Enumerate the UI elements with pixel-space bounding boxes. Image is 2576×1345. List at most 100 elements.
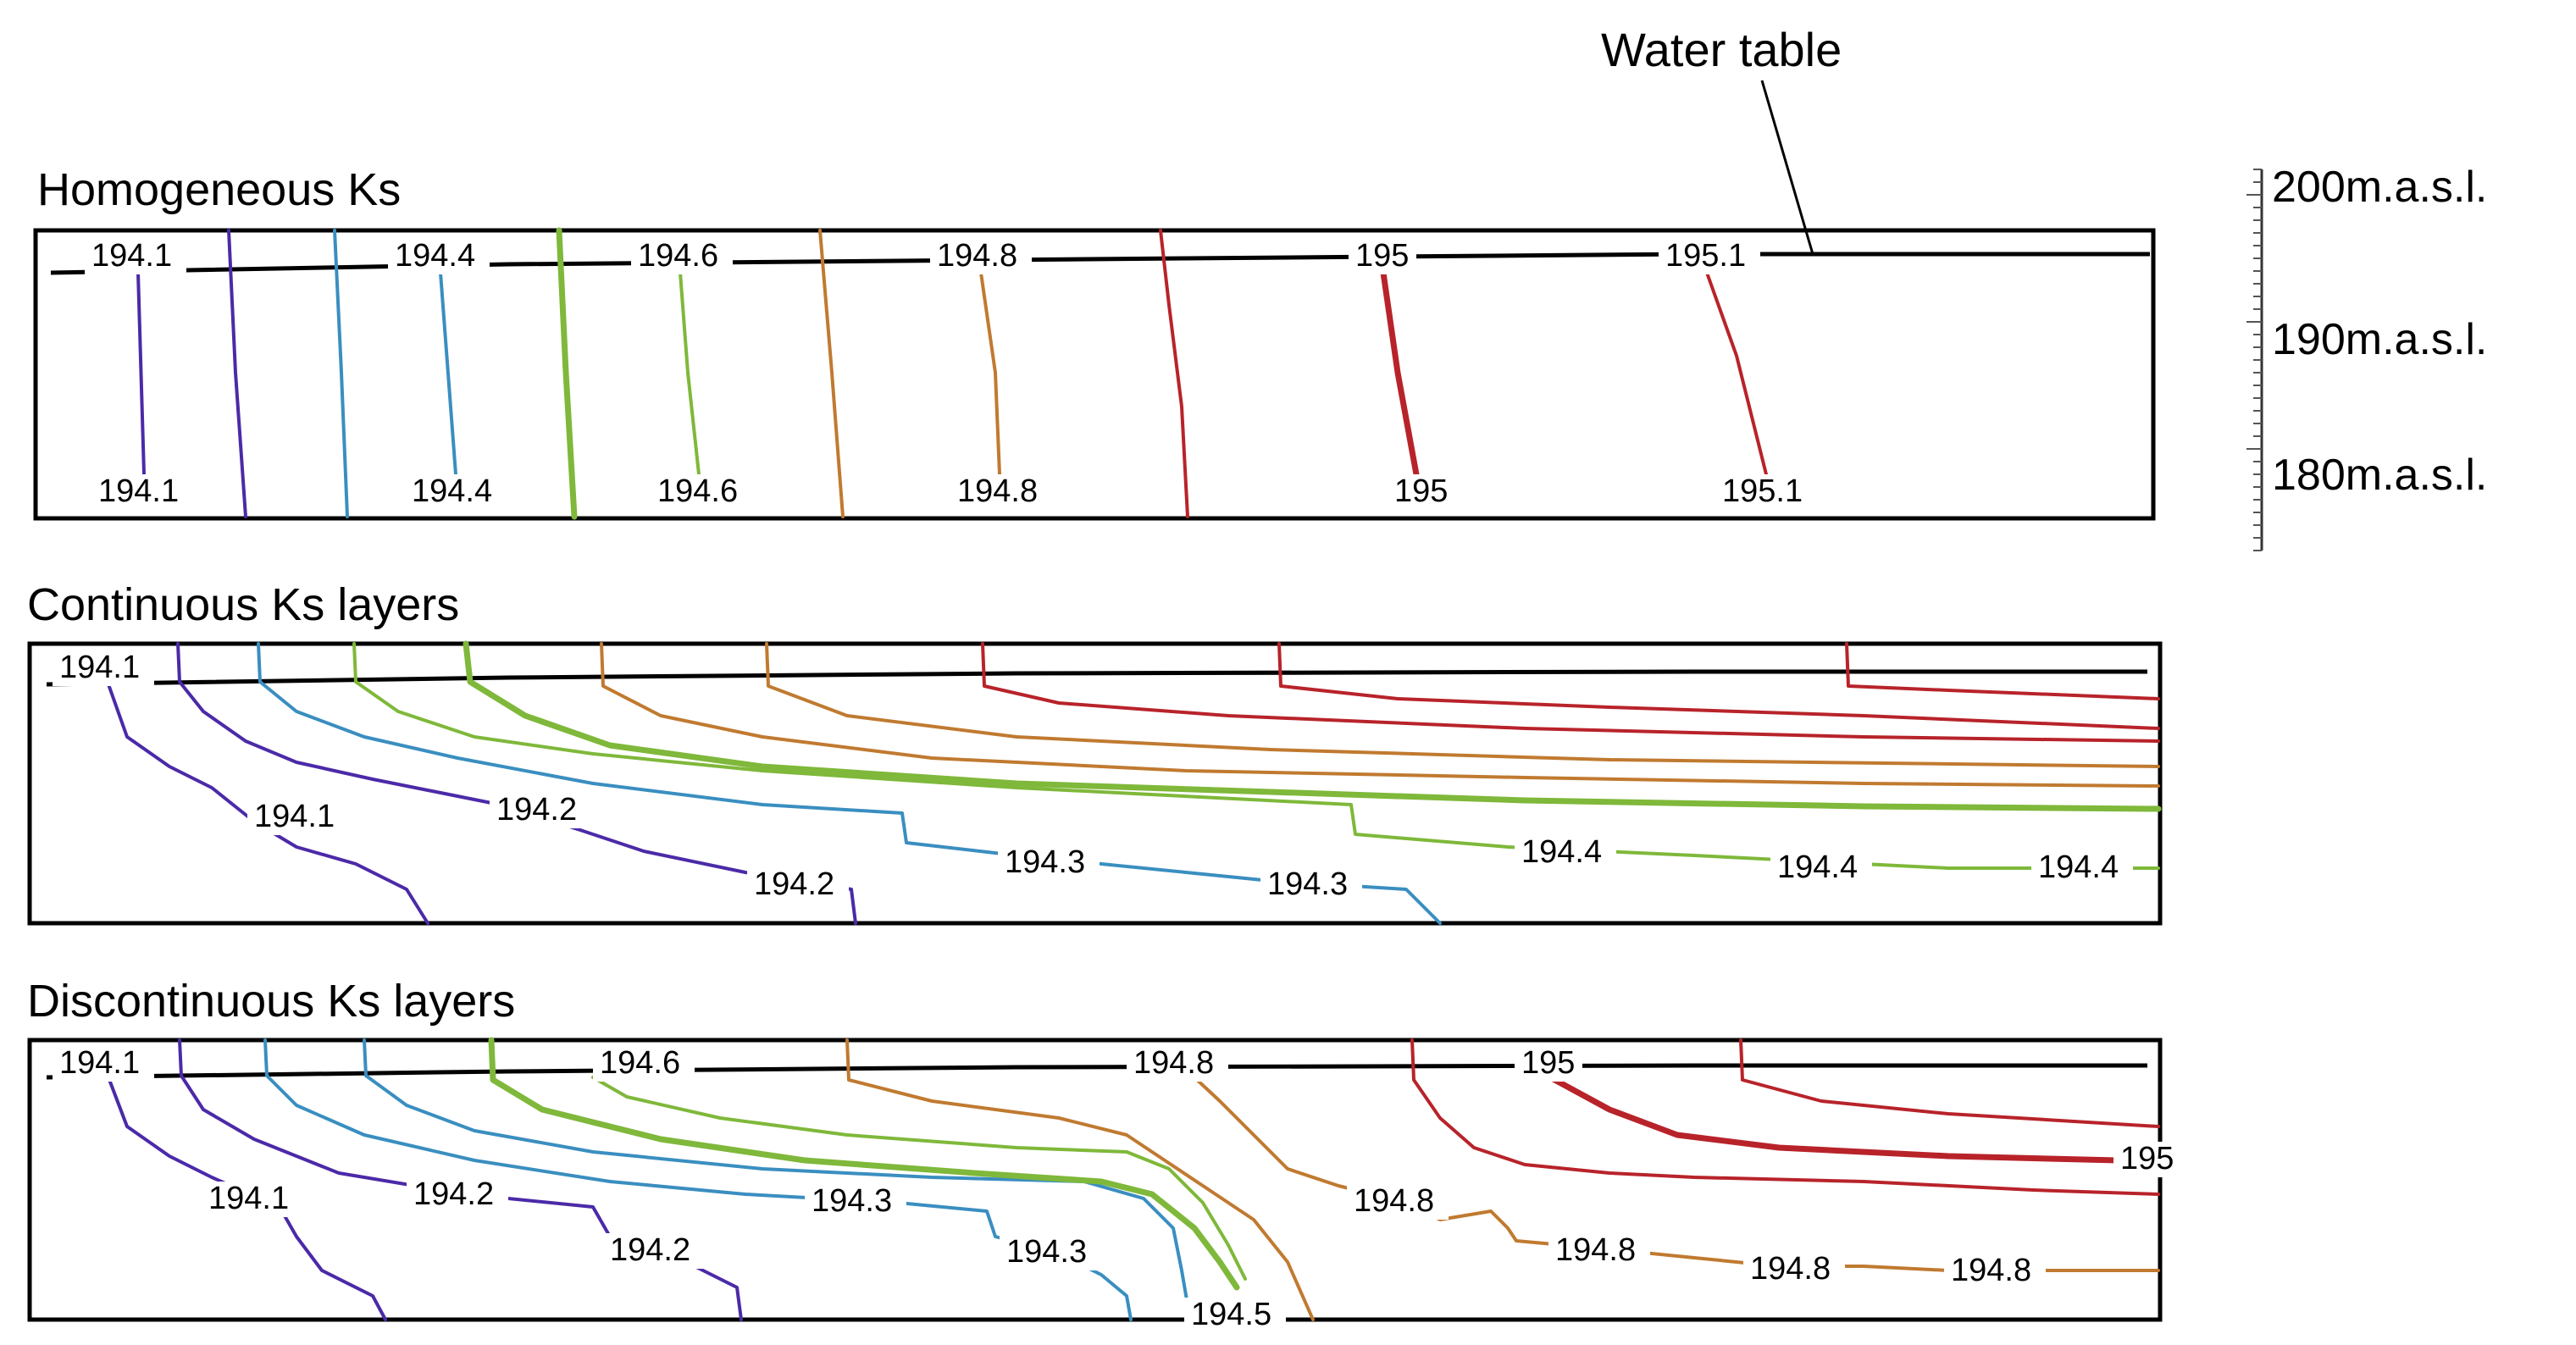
svg-text:194.3: 194.3 xyxy=(1006,1234,1087,1270)
svg-text:194.3: 194.3 xyxy=(1267,866,1348,902)
isoline-194.5 xyxy=(556,227,578,520)
isoline-194.6 xyxy=(600,642,2160,788)
svg-text:194.1: 194.1 xyxy=(208,1181,289,1216)
isoline-194.3 xyxy=(257,642,1442,925)
contour-label: 194.6 xyxy=(631,238,733,274)
contour-label: 194.1 xyxy=(202,1181,303,1217)
isoline-194.5 xyxy=(463,640,2162,812)
contour-label: 194.8 xyxy=(950,473,1052,510)
isoline-194.9 xyxy=(1159,229,1189,518)
contour-label: 194.8 xyxy=(930,238,1032,274)
contour-label: 194.4 xyxy=(2031,850,2133,886)
contour-label: 194.2 xyxy=(747,866,849,903)
contour-label: 195 xyxy=(1349,238,1416,274)
contour-label: 194.4 xyxy=(388,238,490,274)
svg-text:194.4: 194.4 xyxy=(1521,834,1602,870)
contour-label: 194.1 xyxy=(53,1045,154,1082)
svg-text:194.2: 194.2 xyxy=(496,792,577,827)
panel-title: Continuous Ks layers xyxy=(27,579,459,630)
contour-label: 194.4 xyxy=(1770,850,1872,886)
isoline-195.1 xyxy=(1705,271,1768,476)
contour-label: 194.2 xyxy=(490,792,591,828)
svg-text:194.2: 194.2 xyxy=(610,1232,690,1268)
isoline-195 xyxy=(1845,642,2160,700)
contour-label: 194.2 xyxy=(407,1176,508,1213)
isoline-194.7 xyxy=(845,1038,1315,1321)
svg-text:194.8: 194.8 xyxy=(957,473,1038,509)
svg-text:194.5: 194.5 xyxy=(1191,1297,1271,1332)
svg-text:195: 195 xyxy=(2120,1141,2174,1176)
contour-label: 194.3 xyxy=(1000,1234,1101,1270)
isoline-194.3 xyxy=(333,229,349,518)
svg-text:194.1: 194.1 xyxy=(91,238,172,274)
panel-title: Discontinuous Ks layers xyxy=(27,976,515,1027)
svg-text:194.8: 194.8 xyxy=(1555,1232,1636,1268)
svg-text:194.6: 194.6 xyxy=(657,473,738,509)
contour-label: 194.1 xyxy=(85,238,186,274)
contour-label: 194.8 xyxy=(1743,1251,1845,1287)
svg-text:194.3: 194.3 xyxy=(1005,844,1085,880)
contour-label: 195.1 xyxy=(1659,238,1760,274)
panel-frame xyxy=(33,228,2156,521)
contour-label: 194.2 xyxy=(603,1232,705,1269)
svg-text:194.1: 194.1 xyxy=(59,1045,140,1081)
isoline-194.7 xyxy=(818,229,845,518)
isoline-194.2 xyxy=(227,229,247,518)
svg-text:194.6: 194.6 xyxy=(600,1045,680,1081)
isoline-194.6 xyxy=(591,1076,1247,1281)
svg-text:194.6: 194.6 xyxy=(638,238,718,274)
svg-text:194.8: 194.8 xyxy=(1750,1251,1831,1287)
svg-text:194.8: 194.8 xyxy=(1133,1045,1214,1081)
contour-label: 195 xyxy=(1388,473,1455,510)
water-table-line xyxy=(50,252,2150,275)
contour-label: 194.4 xyxy=(1515,834,1616,871)
svg-text:195: 195 xyxy=(1394,473,1448,509)
svg-text:194.4: 194.4 xyxy=(395,238,475,274)
contour-label: 195 xyxy=(2113,1141,2181,1177)
contour-label: 194.6 xyxy=(593,1045,695,1082)
water-table-line xyxy=(46,669,2147,687)
svg-text:194.1: 194.1 xyxy=(59,650,140,685)
panel-continuous: Continuous Ks layers 194.1 194.1 194.2 1… xyxy=(27,579,2163,926)
contour-label: 194.8 xyxy=(1548,1232,1650,1269)
isoline-194.35 xyxy=(363,1038,1192,1321)
contour-label: 195 xyxy=(1515,1045,1582,1082)
svg-text:194.8: 194.8 xyxy=(937,238,1017,274)
contour-label: 194.1 xyxy=(53,650,154,686)
svg-text:194.4: 194.4 xyxy=(2038,850,2119,885)
panel-homogeneous: Homogeneous Ks 194.1 194.4 194.6 194.8 xyxy=(33,164,2156,521)
svg-text:194.4: 194.4 xyxy=(412,473,492,509)
svg-text:195: 195 xyxy=(1355,238,1409,274)
isoline-194.9 xyxy=(1277,642,2160,730)
isoline-194.8 xyxy=(979,271,1001,476)
svg-text:194.8: 194.8 xyxy=(1951,1253,2031,1288)
isoline-194.1-a xyxy=(136,271,146,476)
contour-label: 194.5 xyxy=(1184,1297,1286,1333)
svg-text:194.2: 194.2 xyxy=(754,866,834,902)
isoline-194.8 xyxy=(1193,1076,2160,1272)
isoline-195.1 xyxy=(1739,1038,2160,1128)
svg-text:194.1: 194.1 xyxy=(254,799,335,834)
contour-label: 194.3 xyxy=(1260,866,1362,903)
panel-frame xyxy=(27,641,2163,926)
contour-label: 194.1 xyxy=(91,473,193,510)
isoline-194.2 xyxy=(176,642,857,925)
contour-label: 194.8 xyxy=(1127,1045,1228,1082)
contour-label: 194.3 xyxy=(998,844,1100,881)
elevation-scale: 200m.a.s.l. 190m.a.s.l. 180m.a.s.l. xyxy=(2246,163,2487,551)
contour-label: 194.6 xyxy=(651,473,752,510)
isoline-194.5 xyxy=(488,1037,1240,1291)
svg-text:194.1: 194.1 xyxy=(98,473,179,509)
contour-label: 194.8 xyxy=(1944,1253,2046,1289)
svg-text:195.1: 195.1 xyxy=(1665,238,1746,274)
water-table-line xyxy=(46,1063,2147,1080)
svg-text:194.8: 194.8 xyxy=(1354,1183,1434,1219)
svg-text:195.1: 195.1 xyxy=(1722,473,1803,509)
isoline-194.7 xyxy=(765,642,2160,768)
isoline-194.9 xyxy=(1410,1038,2160,1196)
scale-ticks xyxy=(2246,169,2262,551)
isoline-194.6 xyxy=(679,271,701,476)
contour-label: 194.4 xyxy=(405,473,507,510)
water-table-leader-line xyxy=(1760,80,1814,255)
panel-frame xyxy=(27,1038,2163,1322)
